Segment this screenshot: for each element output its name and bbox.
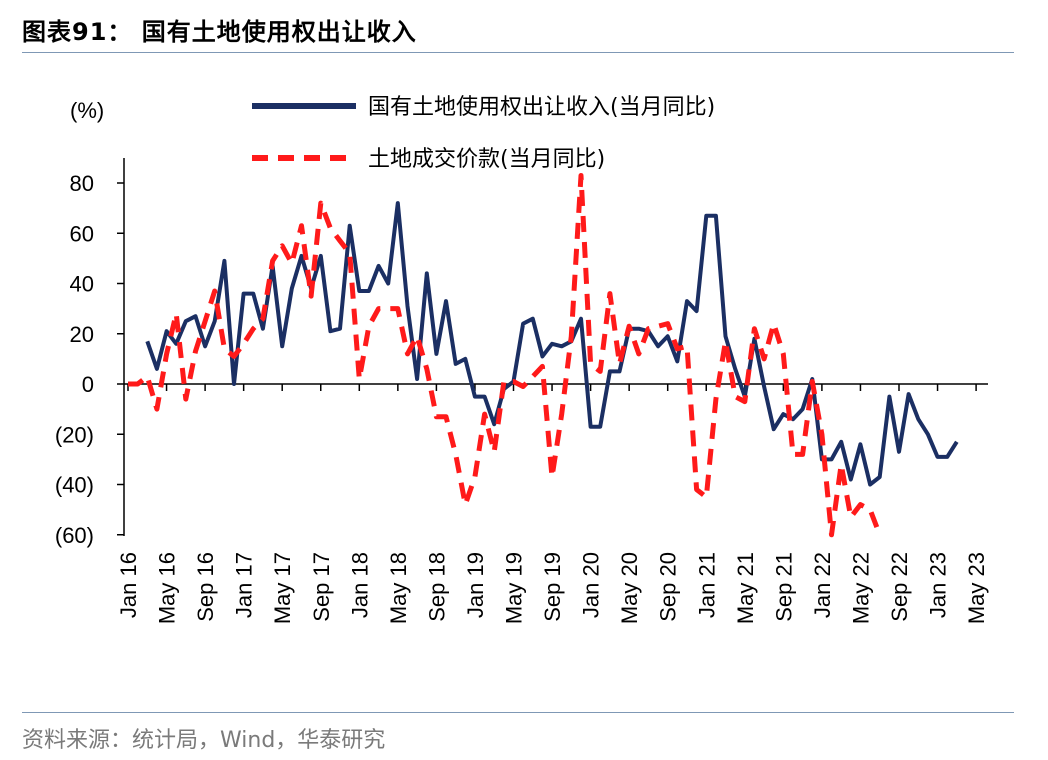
x-tick-label: Jan 18 [347, 552, 372, 618]
legend-label-series2: 土地成交价款(当月同比) [368, 147, 605, 172]
x-tick-label: Jan 20 [579, 552, 604, 618]
y-tick-label: 60 [70, 221, 94, 246]
x-axis: Jan 16 May 16 Sep 16 Jan 17 May 17 Sep 17 Jan … [116, 383, 989, 624]
x-tick-label: Sep 21 [771, 552, 796, 622]
y-axis: 80 60 40 20 0 (20) (40) (60) [55, 158, 125, 548]
y-tick-label: (40) [55, 473, 94, 498]
series-lines [128, 173, 959, 538]
x-tick-label: May 20 [617, 552, 642, 624]
y-tick-label: (60) [55, 523, 94, 548]
legend-label-series1: 国有土地使用权出让收入(当月同比) [368, 95, 715, 120]
y-tick-label: 40 [70, 272, 94, 297]
x-tick-label: May 23 [964, 552, 989, 624]
y-axis-label: (%) [70, 98, 104, 123]
x-tick-label: Sep 22 [887, 552, 912, 622]
line-chart: (%) 国有土地使用权出让收入(当月同比) 土地成交价款(当月同比) 80 60 4… [55, 95, 989, 624]
x-tick-label: Sep 18 [424, 552, 449, 622]
x-tick-label: May 21 [733, 552, 758, 624]
legend: 国有土地使用权出让收入(当月同比) 土地成交价款(当月同比) [252, 95, 715, 172]
y-tick-label: 80 [70, 171, 94, 196]
x-tick-label: May 18 [386, 552, 411, 624]
x-tick-label: Jan 16 [116, 552, 141, 618]
chart-title: 图表91： 国有土地使用权出让收入 [22, 18, 417, 46]
x-tick-label: Sep 20 [656, 552, 681, 622]
source-note: 资料来源：统计局，Wind，华泰研究 [22, 728, 386, 753]
x-tick-label: Jan 17 [232, 552, 257, 618]
series-line-land-transaction-value [128, 173, 883, 538]
x-tick-label: Jan 23 [926, 552, 951, 618]
x-tick-label: Jan 22 [810, 552, 835, 618]
x-tick-label: May 17 [270, 552, 295, 624]
x-tick-label: May 16 [155, 552, 180, 624]
x-tick-label: May 22 [848, 552, 873, 624]
series-line-land-sale-revenue [145, 201, 959, 487]
footer-divider [22, 712, 1014, 713]
x-tick-label: Sep 19 [540, 552, 565, 622]
x-tick-label: May 19 [502, 552, 527, 624]
title-divider [22, 52, 1014, 53]
y-tick-label: 20 [70, 322, 94, 347]
x-tick-label: Jan 21 [694, 552, 719, 618]
y-tick-label: 0 [82, 372, 94, 397]
x-tick-label: Jan 19 [463, 552, 488, 618]
x-tick-label: Sep 17 [309, 552, 334, 622]
y-tick-label: (20) [55, 422, 94, 447]
x-tick-label: Sep 16 [193, 552, 218, 622]
